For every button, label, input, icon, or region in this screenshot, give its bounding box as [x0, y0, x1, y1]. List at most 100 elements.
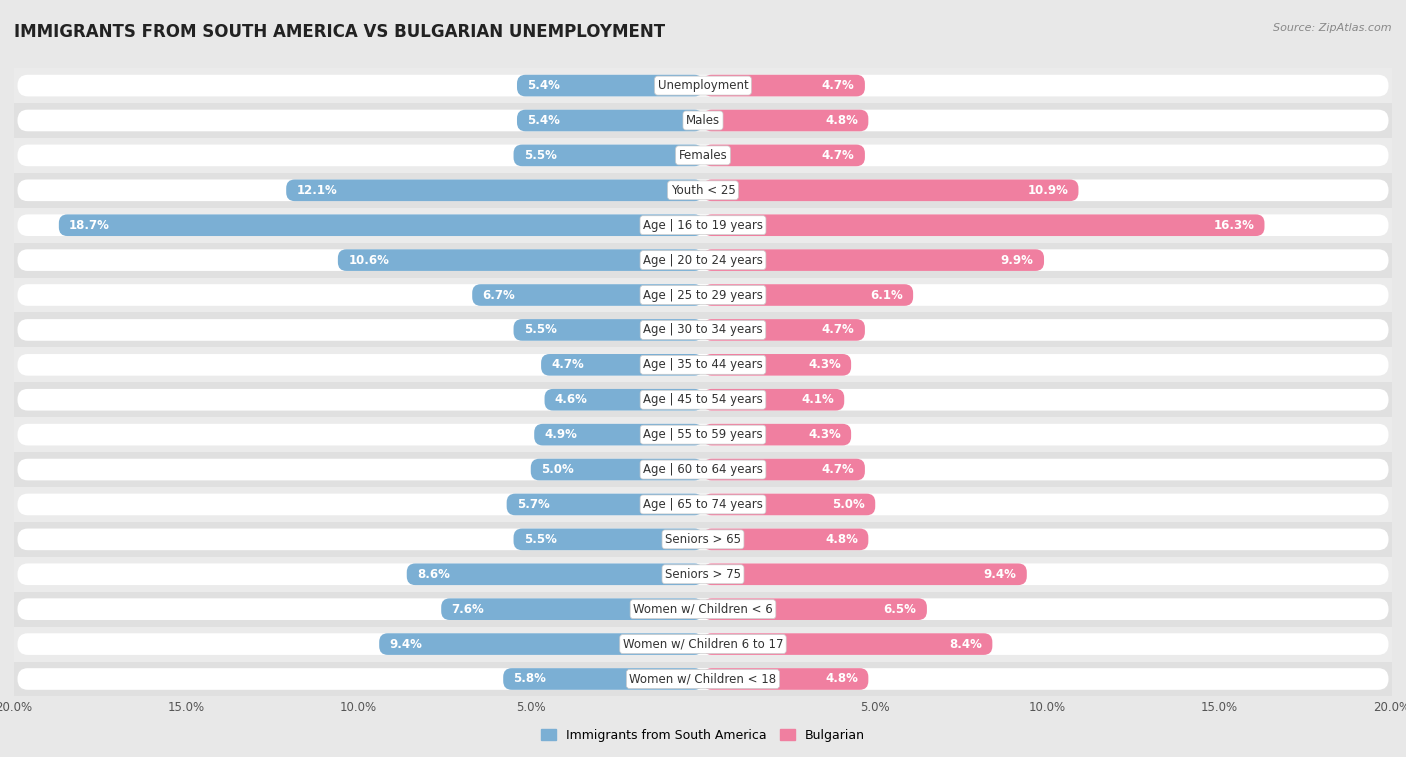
Text: 4.8%: 4.8%	[825, 672, 858, 686]
FancyBboxPatch shape	[703, 634, 993, 655]
FancyBboxPatch shape	[17, 145, 1389, 167]
Text: Source: ZipAtlas.com: Source: ZipAtlas.com	[1274, 23, 1392, 33]
FancyBboxPatch shape	[17, 75, 1389, 96]
Text: 8.4%: 8.4%	[949, 637, 981, 650]
Bar	[14, 138, 1392, 173]
Text: 8.6%: 8.6%	[418, 568, 450, 581]
Text: 18.7%: 18.7%	[69, 219, 110, 232]
Bar	[14, 452, 1392, 487]
Text: Age | 25 to 29 years: Age | 25 to 29 years	[643, 288, 763, 301]
FancyBboxPatch shape	[513, 145, 703, 167]
Text: 4.7%: 4.7%	[823, 323, 855, 336]
Text: 5.5%: 5.5%	[524, 323, 557, 336]
FancyBboxPatch shape	[703, 424, 851, 445]
Text: Age | 16 to 19 years: Age | 16 to 19 years	[643, 219, 763, 232]
Bar	[14, 557, 1392, 592]
Text: 5.5%: 5.5%	[524, 149, 557, 162]
FancyBboxPatch shape	[17, 389, 1389, 410]
Text: 4.7%: 4.7%	[823, 149, 855, 162]
Text: Age | 60 to 64 years: Age | 60 to 64 years	[643, 463, 763, 476]
Text: Age | 55 to 59 years: Age | 55 to 59 years	[643, 428, 763, 441]
Text: 7.6%: 7.6%	[451, 603, 484, 615]
Text: Women w/ Children < 6: Women w/ Children < 6	[633, 603, 773, 615]
FancyBboxPatch shape	[703, 214, 1264, 236]
FancyBboxPatch shape	[17, 459, 1389, 481]
FancyBboxPatch shape	[17, 598, 1389, 620]
Text: Seniors > 75: Seniors > 75	[665, 568, 741, 581]
Text: 16.3%: 16.3%	[1213, 219, 1254, 232]
Text: 4.7%: 4.7%	[551, 358, 583, 372]
Text: 4.9%: 4.9%	[544, 428, 578, 441]
Text: 5.7%: 5.7%	[517, 498, 550, 511]
FancyBboxPatch shape	[703, 528, 869, 550]
Bar	[14, 103, 1392, 138]
FancyBboxPatch shape	[703, 75, 865, 96]
Text: 10.6%: 10.6%	[349, 254, 389, 266]
FancyBboxPatch shape	[517, 75, 703, 96]
FancyBboxPatch shape	[703, 284, 912, 306]
FancyBboxPatch shape	[17, 668, 1389, 690]
FancyBboxPatch shape	[534, 424, 703, 445]
FancyBboxPatch shape	[703, 354, 851, 375]
FancyBboxPatch shape	[472, 284, 703, 306]
Text: Females: Females	[679, 149, 727, 162]
Text: 4.3%: 4.3%	[808, 428, 841, 441]
FancyBboxPatch shape	[441, 598, 703, 620]
FancyBboxPatch shape	[17, 494, 1389, 516]
FancyBboxPatch shape	[17, 528, 1389, 550]
Text: 6.1%: 6.1%	[870, 288, 903, 301]
FancyBboxPatch shape	[703, 145, 865, 167]
FancyBboxPatch shape	[703, 459, 865, 481]
Bar	[14, 487, 1392, 522]
Text: Age | 20 to 24 years: Age | 20 to 24 years	[643, 254, 763, 266]
FancyBboxPatch shape	[406, 563, 703, 585]
Text: IMMIGRANTS FROM SOUTH AMERICA VS BULGARIAN UNEMPLOYMENT: IMMIGRANTS FROM SOUTH AMERICA VS BULGARI…	[14, 23, 665, 41]
FancyBboxPatch shape	[703, 110, 869, 131]
Text: Youth < 25: Youth < 25	[671, 184, 735, 197]
Text: 10.9%: 10.9%	[1028, 184, 1069, 197]
Text: Age | 45 to 54 years: Age | 45 to 54 years	[643, 393, 763, 407]
FancyBboxPatch shape	[17, 110, 1389, 131]
Bar	[14, 68, 1392, 103]
FancyBboxPatch shape	[513, 319, 703, 341]
Text: 5.0%: 5.0%	[832, 498, 865, 511]
FancyBboxPatch shape	[544, 389, 703, 410]
FancyBboxPatch shape	[703, 249, 1045, 271]
Legend: Immigrants from South America, Bulgarian: Immigrants from South America, Bulgarian	[537, 724, 869, 746]
Text: 4.8%: 4.8%	[825, 533, 858, 546]
Bar	[14, 278, 1392, 313]
Bar	[14, 417, 1392, 452]
Bar	[14, 243, 1392, 278]
Text: 5.5%: 5.5%	[524, 533, 557, 546]
FancyBboxPatch shape	[531, 459, 703, 481]
FancyBboxPatch shape	[703, 563, 1026, 585]
Text: 4.8%: 4.8%	[825, 114, 858, 127]
FancyBboxPatch shape	[703, 668, 869, 690]
FancyBboxPatch shape	[703, 389, 844, 410]
Text: Age | 30 to 34 years: Age | 30 to 34 years	[643, 323, 763, 336]
FancyBboxPatch shape	[59, 214, 703, 236]
FancyBboxPatch shape	[503, 668, 703, 690]
Text: Males: Males	[686, 114, 720, 127]
FancyBboxPatch shape	[17, 634, 1389, 655]
Bar	[14, 313, 1392, 347]
FancyBboxPatch shape	[513, 528, 703, 550]
FancyBboxPatch shape	[703, 494, 875, 516]
FancyBboxPatch shape	[517, 110, 703, 131]
Text: 4.7%: 4.7%	[823, 463, 855, 476]
FancyBboxPatch shape	[337, 249, 703, 271]
FancyBboxPatch shape	[17, 563, 1389, 585]
Text: 4.1%: 4.1%	[801, 393, 834, 407]
FancyBboxPatch shape	[703, 598, 927, 620]
Text: Women w/ Children < 18: Women w/ Children < 18	[630, 672, 776, 686]
FancyBboxPatch shape	[703, 319, 865, 341]
Bar	[14, 173, 1392, 207]
FancyBboxPatch shape	[703, 179, 1078, 201]
Text: Unemployment: Unemployment	[658, 79, 748, 92]
FancyBboxPatch shape	[17, 249, 1389, 271]
Text: 5.8%: 5.8%	[513, 672, 547, 686]
Bar	[14, 207, 1392, 243]
FancyBboxPatch shape	[541, 354, 703, 375]
FancyBboxPatch shape	[17, 319, 1389, 341]
Text: Age | 65 to 74 years: Age | 65 to 74 years	[643, 498, 763, 511]
